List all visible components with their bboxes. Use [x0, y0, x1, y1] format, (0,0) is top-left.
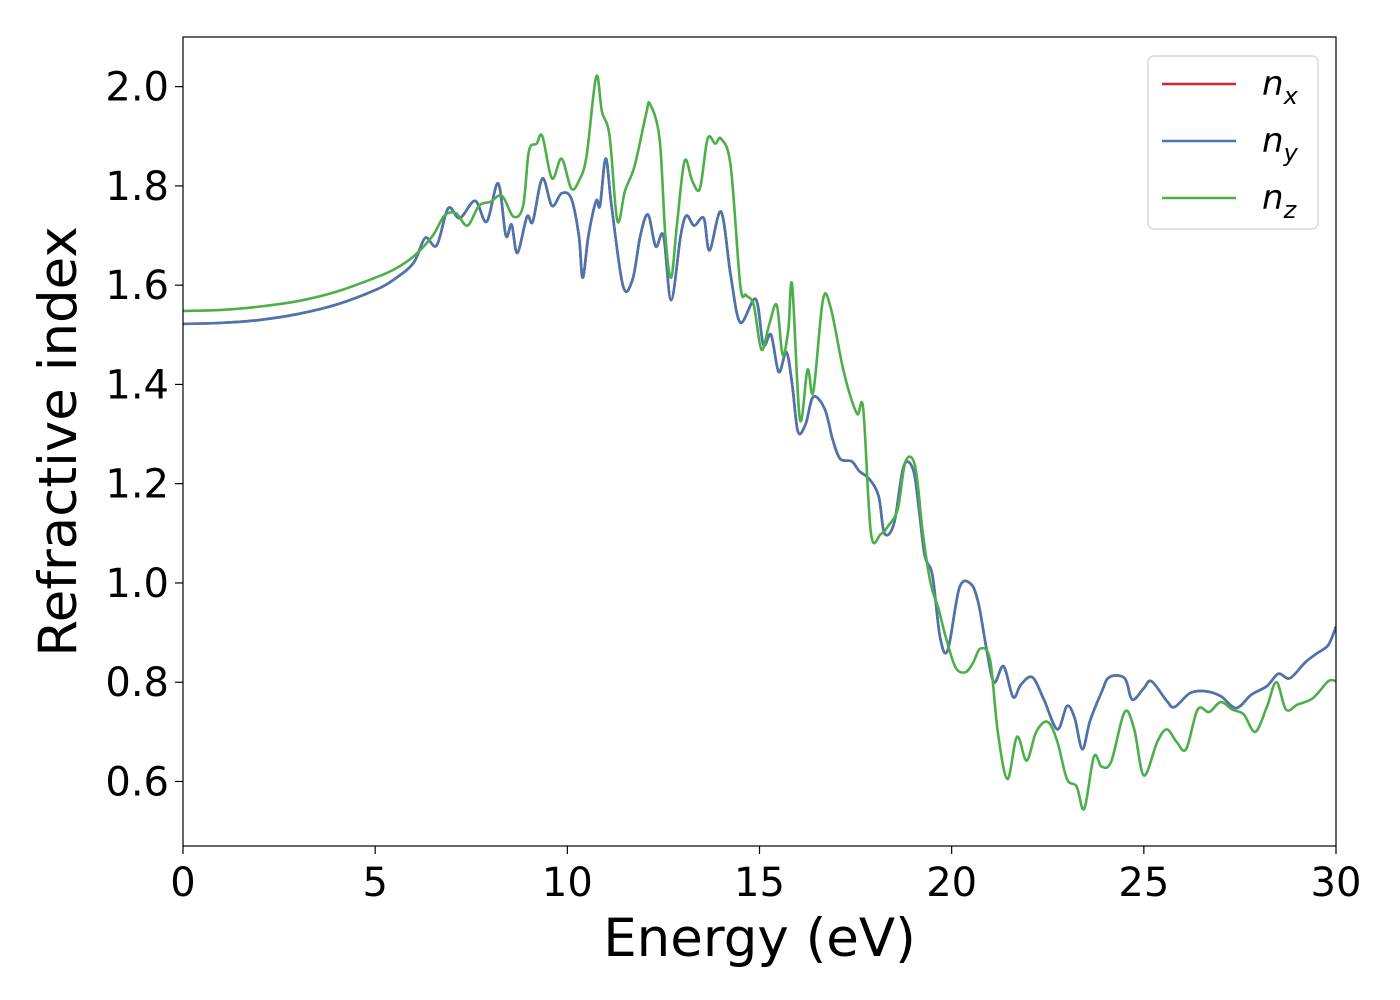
x-tick-label: 5: [362, 860, 387, 906]
y-tick-label: 2.0: [105, 65, 169, 111]
legend: nx ny nz: [1147, 55, 1319, 230]
x-tick-label: 30: [1311, 860, 1362, 906]
y-tick-label: 0.6: [105, 759, 169, 805]
y-axis-label: Refractive index: [28, 226, 89, 656]
series-line-nz: [183, 74, 1336, 811]
x-tick-label: 25: [1118, 860, 1169, 906]
legend-label-nx: nx: [1262, 64, 1299, 110]
y-tick-label: 0.8: [105, 660, 169, 706]
y-tick-label: 1.0: [105, 561, 169, 607]
y-tick-label: 1.4: [105, 362, 169, 408]
x-tick-label: 20: [926, 860, 977, 906]
x-tick-label: 10: [542, 860, 593, 906]
x-axis-label: Energy (eV): [603, 908, 916, 969]
plot-area: [183, 74, 1336, 811]
x-tick-label: 0: [170, 860, 195, 906]
series-line-nx: [183, 157, 1336, 751]
x-tick-label: 15: [734, 860, 785, 906]
series-line-ny: [183, 157, 1336, 751]
y-tick-label: 1.6: [105, 263, 169, 309]
x-axis: 0 5 10 15 20 25 30: [170, 846, 1361, 906]
y-tick-label: 1.8: [105, 164, 169, 210]
legend-label-ny: ny: [1262, 121, 1299, 167]
legend-label-nz: nz: [1262, 178, 1298, 224]
y-axis: 0.6 0.8 1.0 1.2 1.4 1.6 1.8 2.0: [105, 65, 183, 805]
legend-box: [1147, 55, 1319, 230]
y-tick-label: 1.2: [105, 462, 169, 508]
